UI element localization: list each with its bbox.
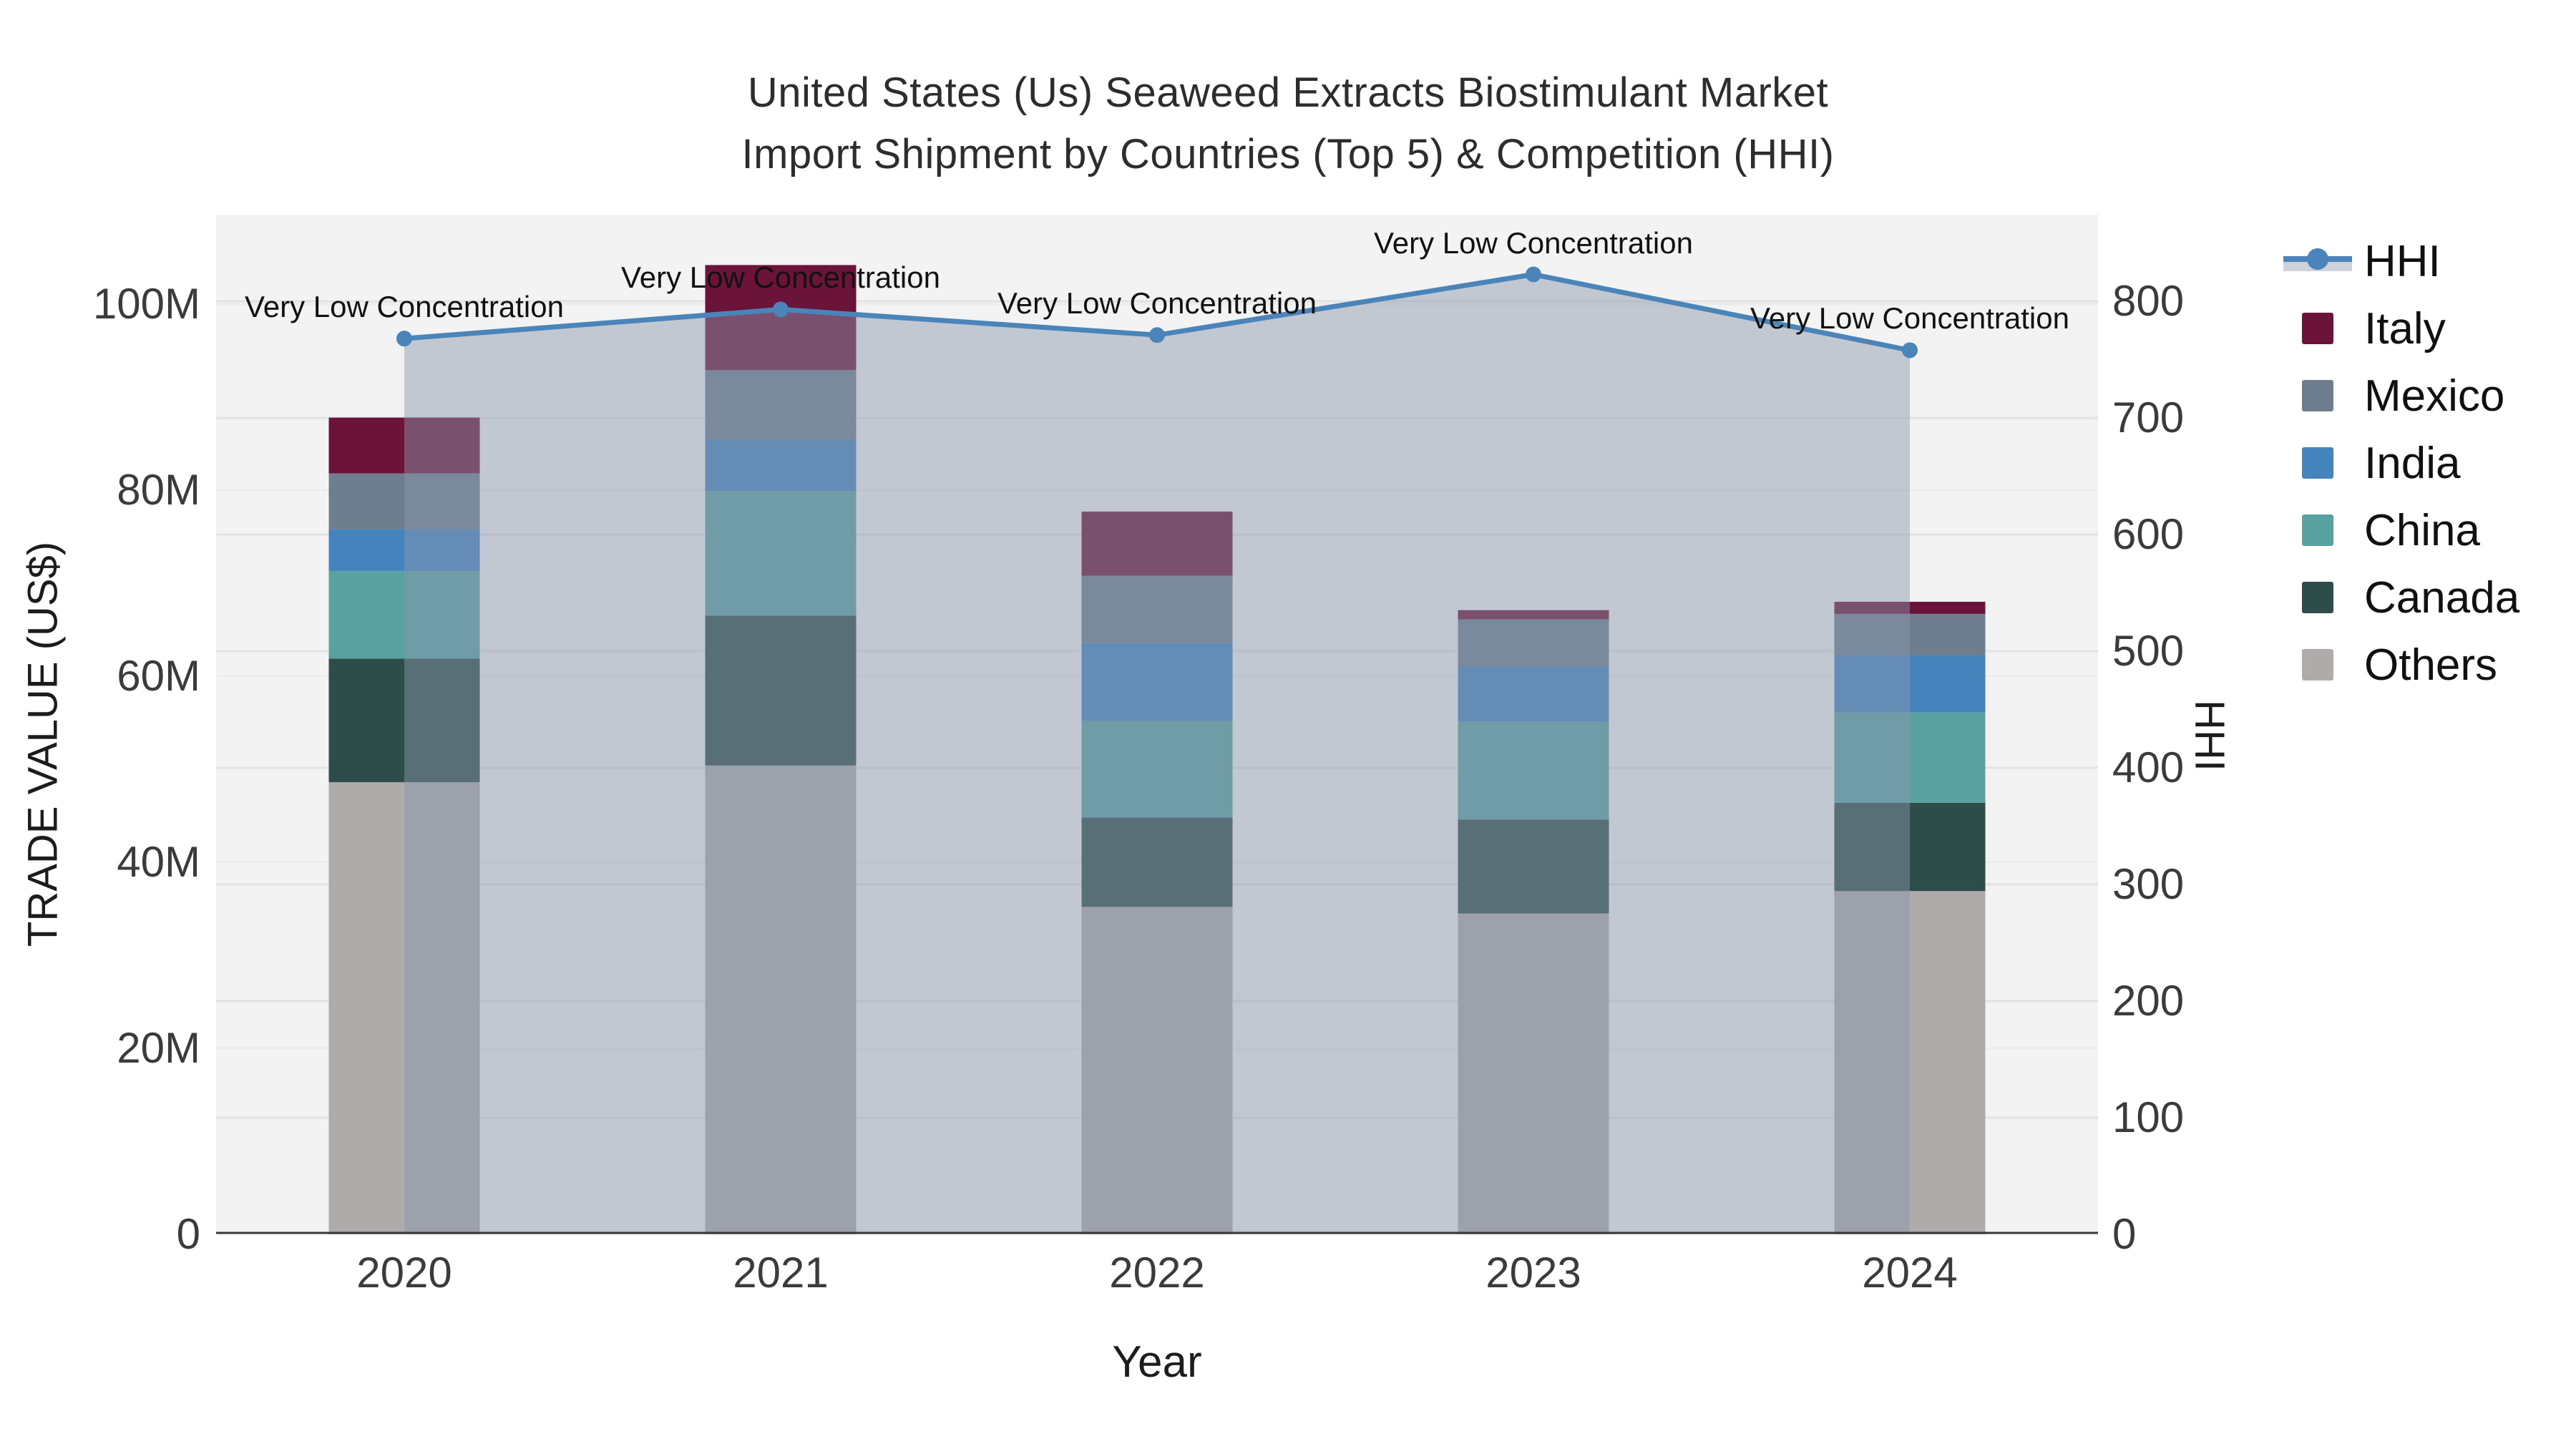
bar-segment-india-2020[interactable] (328, 529, 480, 572)
bar-segment-others-2023[interactable] (1458, 913, 1609, 1235)
bar-segment-china-2022[interactable] (1081, 721, 1233, 818)
plot-area (216, 215, 2098, 1234)
bar-segment-india-2023[interactable] (1458, 667, 1609, 722)
bar-segment-china-2020[interactable] (328, 571, 480, 659)
color-swatch-icon (2302, 582, 2333, 613)
x-tick-2023: 2023 (1485, 1249, 1581, 1297)
hhi-point-2023[interactable] (1526, 266, 1541, 283)
y-right-axis-title: HHI (2186, 700, 2233, 771)
x-tick-2020: 2020 (356, 1249, 452, 1297)
hhi-annotation-2023: Very Low Concentration (1374, 225, 1693, 260)
hhi-point-2020[interactable] (396, 331, 412, 347)
legend-swatch-others (2280, 649, 2356, 680)
hhi-line-symbol (2283, 247, 2352, 275)
y-right-tick-800: 800 (2112, 277, 2185, 325)
x-tick-2022: 2022 (1109, 1249, 1205, 1297)
bar-segment-italy-2020[interactable] (328, 417, 480, 474)
hhi-annotation-2020: Very Low Concentration (245, 290, 564, 324)
bar-segment-italy-2023[interactable] (1458, 610, 1609, 620)
y-right-tick-600: 600 (2112, 510, 2185, 558)
y-left-tick-0: 0 (176, 1210, 200, 1258)
x-axis-title: Year (1112, 1337, 1202, 1387)
legend-item-india[interactable]: India (2280, 429, 2519, 497)
bar-segment-italy-2022[interactable] (1081, 511, 1233, 576)
x-tick-2021: 2021 (733, 1249, 829, 1297)
y-left-tick-80M: 80M (117, 466, 200, 514)
bar-segment-mexico-2020[interactable] (328, 473, 480, 530)
legend-item-hhi[interactable]: HHI (2280, 228, 2519, 295)
bar-segment-canada-2022[interactable] (1081, 817, 1233, 907)
y-right-tick-200: 200 (2112, 977, 2185, 1025)
bar-segment-others-2020[interactable] (328, 782, 480, 1234)
hhi-annotation-2021: Very Low Concentration (621, 260, 940, 295)
y-left-tick-20M: 20M (117, 1024, 200, 1072)
legend-label-canada: Canada (2364, 572, 2520, 623)
legend-swatch-canada (2280, 582, 2356, 613)
y-right-tick-100: 100 (2112, 1093, 2185, 1141)
legend-swatch-mexico (2280, 380, 2356, 411)
bar-segment-china-2023[interactable] (1458, 721, 1609, 820)
bar-segment-canada-2024[interactable] (1834, 802, 1986, 892)
legend-item-others[interactable]: Others (2280, 631, 2519, 698)
color-swatch-icon (2302, 447, 2333, 479)
legend: HHI Italy Mexico India China Canada Others (2280, 228, 2519, 698)
hhi-point-2024[interactable] (1902, 342, 1918, 358)
legend-label-others: Others (2364, 640, 2498, 690)
hhi-annotation-2022: Very Low Concentration (997, 286, 1317, 321)
bar-segment-india-2021[interactable] (705, 439, 857, 492)
hhi-point-2021[interactable] (773, 301, 789, 318)
legend-item-canada[interactable]: Canada (2280, 564, 2519, 631)
legend-item-china[interactable]: China (2280, 497, 2519, 564)
bar-segment-others-2021[interactable] (705, 765, 857, 1234)
color-swatch-icon (2302, 313, 2333, 344)
y-right-tick-0: 0 (2112, 1210, 2137, 1258)
bar-segment-mexico-2024[interactable] (1834, 613, 1986, 655)
bar-segment-mexico-2022[interactable] (1081, 575, 1233, 643)
color-swatch-icon (2302, 380, 2333, 411)
bar-segment-italy-2021[interactable] (705, 265, 857, 371)
y-left-tick-60M: 60M (117, 652, 200, 700)
chart-title-line2: Import Shipment by Countries (Top 5) & C… (741, 131, 1835, 177)
legend-swatch-india (2280, 447, 2356, 479)
hhi-annotation-2024: Very Low Concentration (1750, 301, 2069, 336)
y-left-tick-100M: 100M (92, 280, 200, 328)
chart-title-line1: United States (Us) Seaweed Extracts Bios… (747, 69, 1829, 116)
y-right-tick-400: 400 (2112, 743, 2185, 791)
y-left-axis-title: TRADE VALUE (US$) (19, 541, 67, 947)
x-tick-2024: 2024 (1862, 1249, 1958, 1297)
legend-label-india: India (2364, 438, 2461, 488)
bar-segment-mexico-2021[interactable] (705, 370, 857, 440)
legend-label-hhi: HHI (2364, 236, 2441, 286)
legend-label-italy: Italy (2364, 303, 2446, 353)
bar-segment-others-2024[interactable] (1834, 891, 1986, 1234)
color-swatch-icon (2302, 649, 2333, 680)
bar-segment-others-2022[interactable] (1081, 907, 1233, 1234)
hhi-marker-swatch (2307, 248, 2328, 270)
legend-swatch-italy (2280, 313, 2356, 344)
bar-segment-mexico-2023[interactable] (1458, 619, 1609, 667)
bar-segment-india-2024[interactable] (1834, 655, 1986, 713)
bar-segment-china-2021[interactable] (705, 491, 857, 616)
bar-segment-canada-2021[interactable] (705, 615, 857, 766)
legend-label-china: China (2364, 505, 2480, 555)
y-left-tick-40M: 40M (117, 838, 200, 886)
hhi-point-2022[interactable] (1149, 327, 1165, 343)
hhi-area-fill (404, 274, 1910, 1234)
legend-item-italy[interactable]: Italy (2280, 295, 2519, 362)
legend-item-mexico[interactable]: Mexico (2280, 362, 2519, 429)
color-swatch-icon (2302, 514, 2333, 546)
bar-segment-china-2024[interactable] (1834, 712, 1986, 803)
legend-swatch-china (2280, 514, 2356, 546)
y-right-tick-300: 300 (2112, 860, 2185, 908)
bar-segment-canada-2023[interactable] (1458, 819, 1609, 914)
hhi-line-legend-icon (2280, 247, 2356, 275)
bar-segment-italy-2024[interactable] (1834, 602, 1986, 614)
y-right-tick-500: 500 (2112, 627, 2185, 675)
plot-canvas (216, 265, 2098, 1235)
legend-label-mexico: Mexico (2364, 371, 2505, 421)
bar-segment-canada-2020[interactable] (328, 658, 480, 783)
y-right-tick-700: 700 (2112, 394, 2185, 441)
bar-segment-india-2022[interactable] (1081, 643, 1233, 721)
